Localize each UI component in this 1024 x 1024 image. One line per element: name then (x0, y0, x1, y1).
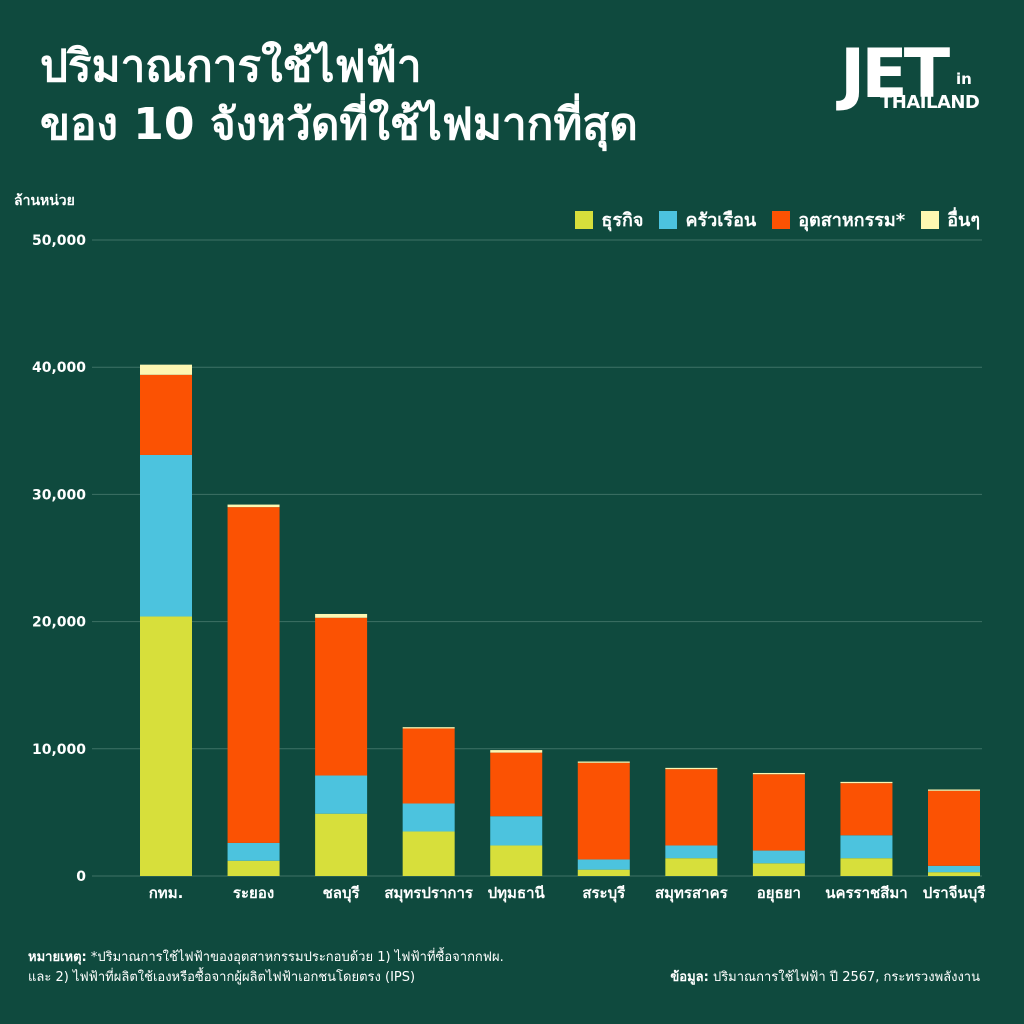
footnote: หมายเหตุ: *ปริมาณการใช้ไฟฟ้าของอุตสาหกรร… (28, 948, 588, 988)
x-tick-label: นครราชสีมา (825, 884, 907, 902)
bar-segment (227, 504, 280, 508)
legend-item: ธุรกิจ (575, 205, 643, 234)
logo-sub: THAILAND (880, 92, 980, 113)
x-tick-label: กทม. (149, 884, 184, 902)
bar-segment (928, 865, 980, 873)
x-tick-label: ระยอง (233, 884, 274, 902)
bar-segment (665, 769, 718, 846)
bar-segment (227, 842, 280, 861)
footnote-line2: และ 2) ไฟฟ้าที่ผลิตใช้เองหรือซื้อจากผู้ผ… (28, 970, 416, 985)
y-tick-label: 30,000 (32, 487, 86, 503)
legend-swatch (921, 210, 940, 229)
bar-segment (402, 803, 455, 832)
legend-item: อุตสาหกรรม* (772, 205, 905, 234)
bar-segment (928, 789, 980, 791)
chart-title-line1: ปริมาณการใช้ไฟฟ้า (40, 41, 422, 92)
bar-segment (490, 816, 543, 846)
bar-segment (752, 774, 805, 851)
bar-segment (490, 845, 543, 876)
bar-segment (402, 727, 455, 729)
x-tick-label: อยุธยา (757, 884, 801, 903)
x-tick-label: สมุทรสาคร (655, 884, 729, 903)
bar-segment (840, 858, 893, 876)
data-source-label: ข้อมูล: (670, 970, 709, 985)
bar-segment (140, 616, 192, 876)
bar-segment (140, 364, 192, 375)
bar-segment (928, 790, 980, 866)
legend-label: ครัวเรือน (685, 210, 757, 231)
bar-segment (140, 454, 192, 617)
x-tick-label: ชลบุรี (323, 884, 361, 903)
y-tick-label: 0 (76, 869, 86, 885)
data-source-text: ปริมาณการใช้ไฟฟ้า ปี 2567, กระทรวงพลังงา… (708, 970, 980, 985)
bar-segment (577, 859, 630, 870)
legend-item: ครัวเรือน (659, 205, 756, 234)
y-tick-label: 10,000 (32, 742, 86, 758)
bar-segment (315, 617, 368, 776)
bar-segment (490, 750, 543, 753)
legend-label: อุตสาหกรรม* (798, 210, 906, 231)
bar-segment (752, 863, 805, 876)
footnote-line1: *ปริมาณการใช้ไฟฟ้าของอุตสาหกรรมประกอบด้ว… (86, 950, 504, 965)
bar-segment (577, 869, 630, 876)
bar-segment (752, 772, 805, 775)
bar-segment (840, 835, 893, 859)
bar-segment (490, 752, 543, 817)
x-tick-label: ปราจีนบุรี (923, 884, 987, 903)
legend-swatch (575, 210, 594, 229)
data-source: ข้อมูล: ปริมาณการใช้ไฟฟ้า ปี 2567, กระทร… (670, 966, 980, 987)
x-tick-label: ปทุมธานี (488, 884, 546, 903)
chart-title: ปริมาณการใช้ไฟฟ้า ของ 10 จังหวัดที่ใช้ไฟ… (40, 38, 638, 154)
footnote-label: หมายเหตุ: (28, 950, 87, 965)
bar-segment (315, 613, 368, 618)
chart-title-line2: ของ 10 จังหวัดที่ใช้ไฟมากที่สุด (40, 99, 638, 150)
legend-item: อื่นๆ (921, 205, 980, 234)
bar-segment (140, 374, 192, 455)
bar-segment (577, 761, 630, 763)
bar-segment (665, 845, 718, 859)
bar-segment (752, 850, 805, 864)
bar-segment (840, 783, 893, 836)
bar-segment (665, 858, 718, 876)
bar-segment (928, 872, 980, 876)
bar-segment (315, 813, 368, 876)
bar-segment (402, 831, 455, 876)
brand-logo: JET in THAILAND (840, 40, 990, 120)
bar-segment (315, 775, 368, 814)
legend-swatch (772, 210, 791, 229)
logo-main: JET (840, 35, 950, 114)
legend-swatch (659, 210, 678, 229)
y-tick-label: 40,000 (32, 360, 86, 376)
bar-segment (227, 860, 280, 876)
bar-segment (840, 781, 893, 784)
bar-segment (577, 762, 630, 860)
logo-in: in (956, 70, 972, 88)
bar-segment (402, 728, 455, 804)
chart-legend: ธุรกิจ ครัวเรือน อุตสาหกรรม* อื่นๆ (575, 205, 980, 234)
legend-label: ธุรกิจ (601, 210, 644, 231)
y-tick-label: 20,000 (32, 615, 86, 631)
y-axis-unit-label: ล้านหน่วย (14, 193, 75, 209)
legend-label: อื่นๆ (947, 210, 980, 231)
bar-segment (227, 507, 280, 843)
bar-segment (665, 767, 718, 770)
x-tick-label: สระบุรี (582, 884, 626, 903)
y-tick-label: 50,000 (32, 233, 86, 249)
x-tick-label: สมุทรปราการ (384, 884, 473, 903)
